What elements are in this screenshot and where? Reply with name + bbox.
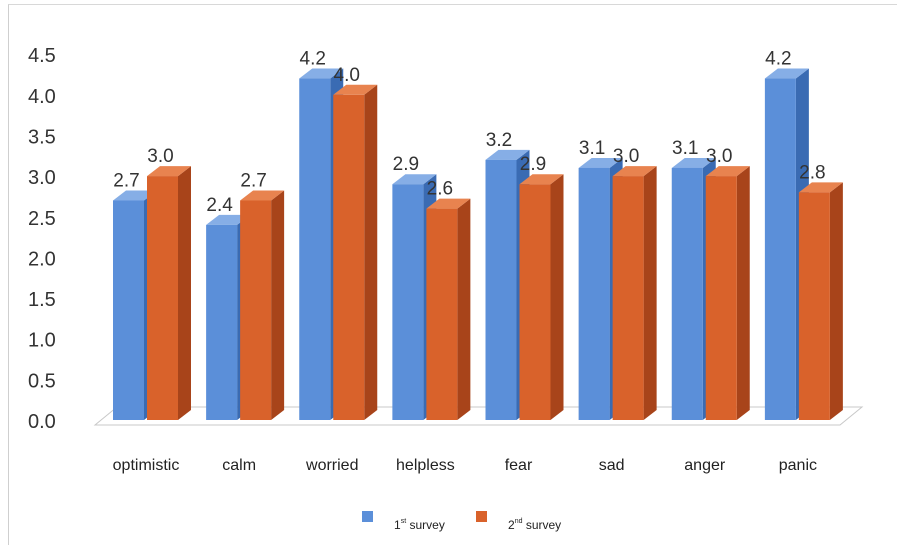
bar-top [333, 84, 378, 95]
bar [147, 176, 178, 420]
bar-side [271, 190, 285, 420]
category-label: optimistic [113, 457, 180, 474]
bar-top [519, 174, 564, 185]
bar [671, 167, 703, 420]
bar-top [798, 182, 843, 193]
bar-top [764, 68, 809, 79]
bar-top [113, 190, 157, 201]
category-label: anger [684, 457, 726, 474]
category-label: helpless [396, 457, 455, 474]
data-label: 3.0 [147, 146, 173, 167]
data-label: 4.2 [300, 49, 326, 70]
bar [485, 159, 517, 420]
y-tick-label: 3.0 [28, 167, 56, 189]
category-label: calm [222, 457, 256, 474]
data-label: 2.6 [427, 179, 453, 200]
bar [240, 200, 272, 420]
data-label: 2.7 [113, 170, 139, 191]
bar-top [485, 149, 530, 160]
data-label: 3.0 [706, 146, 732, 167]
category-label: sad [599, 457, 625, 474]
bar-top [578, 157, 623, 168]
bar [426, 208, 458, 420]
data-label: 2.4 [206, 195, 233, 216]
data-label: 3.2 [486, 130, 512, 151]
y-tick-label: 3.5 [28, 126, 56, 148]
chart-floor [93, 406, 864, 426]
legend-swatch [362, 511, 373, 522]
bar [299, 78, 331, 420]
bar-side [829, 182, 843, 420]
category-label: fear [505, 457, 533, 474]
bar [612, 176, 644, 420]
y-tick-label: 0.0 [28, 411, 56, 433]
y-tick-label: 4.0 [28, 86, 56, 108]
legend-label: 1st survey [394, 518, 445, 532]
bar-side [457, 198, 471, 420]
y-tick-label: 2.0 [28, 248, 56, 270]
bar-side [643, 166, 657, 420]
y-tick-label: 1.5 [28, 289, 56, 311]
data-label: 3.1 [672, 138, 698, 159]
y-tick-label: 1.0 [28, 330, 56, 352]
data-label: 2.9 [393, 154, 419, 175]
bar [113, 200, 144, 420]
bar-side [364, 84, 378, 421]
bar [333, 94, 365, 421]
y-tick-label: 2.5 [28, 208, 56, 230]
bar-top [705, 166, 750, 177]
y-tick-label: 0.5 [28, 370, 56, 392]
bar [392, 184, 424, 420]
category-label: worried [305, 457, 358, 474]
bar [764, 78, 796, 420]
chart-frame [8, 4, 897, 545]
bar-top [392, 174, 437, 185]
data-label: 2.8 [799, 162, 825, 183]
data-label: 2.9 [520, 154, 546, 175]
legend-swatch [476, 511, 487, 522]
category-label: panic [779, 457, 817, 474]
bar [206, 224, 238, 420]
bar-top [426, 198, 471, 209]
data-label: 3.0 [613, 146, 639, 167]
y-tick-label: 4.5 [28, 45, 56, 67]
data-label: 2.7 [240, 170, 266, 191]
bar [798, 192, 830, 420]
bar [519, 184, 551, 420]
data-label: 3.1 [579, 138, 605, 159]
bar [578, 167, 610, 420]
bar-top [612, 166, 657, 177]
bar-top [206, 214, 251, 225]
data-label: 4.0 [334, 65, 360, 86]
data-label: 4.2 [765, 49, 791, 70]
bar-top [671, 157, 716, 168]
bar-side [736, 166, 750, 420]
bar [705, 176, 737, 420]
bar-top [240, 190, 285, 201]
bar-top [147, 166, 191, 177]
bar-side [178, 166, 191, 420]
bar-side [550, 174, 564, 420]
bar-top [299, 68, 344, 79]
legend-label: 2nd survey [508, 518, 561, 532]
